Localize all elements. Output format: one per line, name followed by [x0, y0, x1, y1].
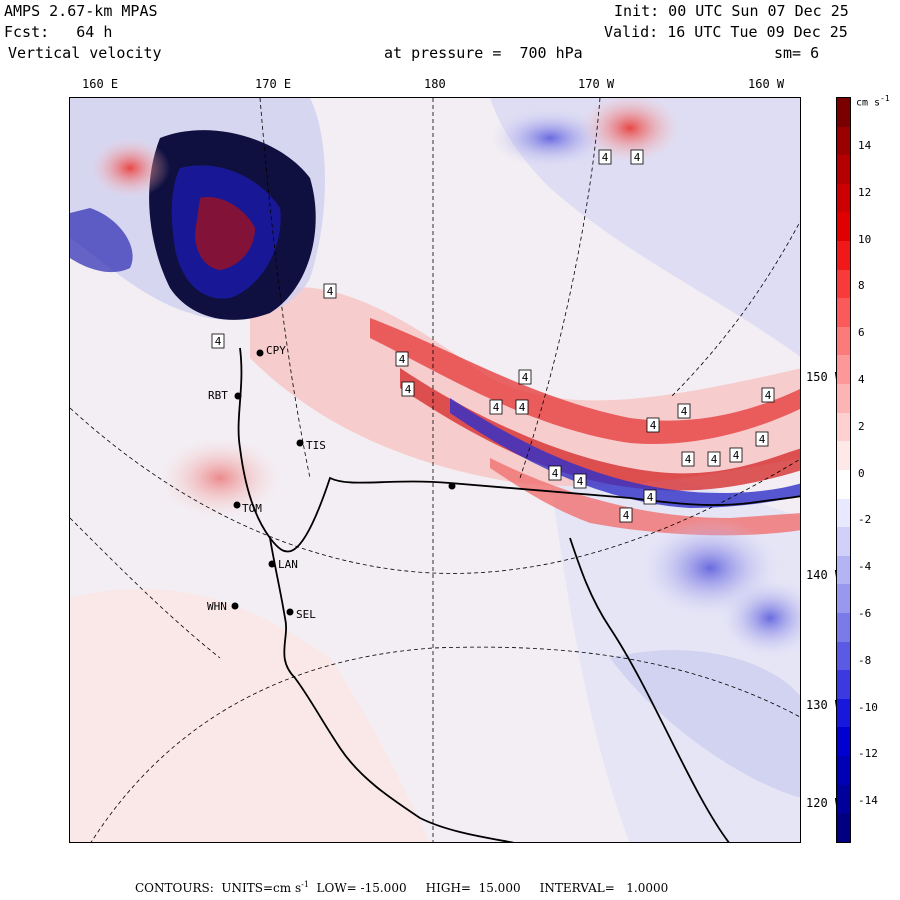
- colorbar-segment: [837, 555, 850, 585]
- colorbar-tick-label: -4: [858, 560, 872, 574]
- colorbar-tick-label: -2: [858, 513, 872, 527]
- colorbar-tick-label: -10: [858, 700, 878, 714]
- colorbar-segment: [837, 98, 850, 127]
- vertical-velocity-map: CPY RBT TIS TOM LAN WHN SEL 4 4: [69, 97, 801, 843]
- colorbar-segment: [837, 412, 850, 442]
- station-sel: SEL: [296, 608, 316, 621]
- station-tis: TIS: [306, 439, 326, 452]
- svg-text:4: 4: [519, 401, 526, 414]
- station-tom: TOM: [242, 502, 262, 515]
- colorbar-segment: [837, 355, 850, 385]
- contour-info: CONTOURS: UNITS=cm s-1 LOW= -15.000 HIGH…: [135, 880, 668, 895]
- station-rbt: RBT: [208, 389, 228, 402]
- svg-text:4: 4: [733, 449, 740, 462]
- colorbar-tick-label: -6: [858, 607, 872, 620]
- svg-text:4: 4: [623, 509, 630, 522]
- svg-text:4: 4: [577, 475, 584, 488]
- colorbar-segment: [837, 784, 850, 814]
- svg-text:4: 4: [493, 401, 500, 414]
- colorbar-tick-label: 14: [858, 139, 872, 152]
- colorbar-segment: [837, 326, 850, 356]
- svg-text:4: 4: [522, 371, 529, 384]
- lon-label-160e: 160 E: [82, 77, 119, 91]
- field-name: Vertical velocity: [8, 44, 162, 62]
- contour-info-superscript: -1: [301, 880, 309, 889]
- svg-text:4: 4: [685, 453, 692, 466]
- svg-text:4: 4: [681, 405, 688, 418]
- colorbar-tick-label: 4: [858, 373, 865, 386]
- colorbar-tick-label: -12: [858, 747, 878, 761]
- colorbar-tick-label: 12: [858, 185, 872, 199]
- init-time: Init: 00 UTC Sun 07 Dec 25: [614, 2, 849, 20]
- colorbar-segment: [837, 498, 850, 528]
- svg-text:4: 4: [215, 335, 222, 348]
- station-whn: WHN: [207, 600, 227, 613]
- model-title: AMPS 2.67-km MPAS: [4, 2, 158, 20]
- lon-label-180: 180: [424, 77, 446, 91]
- colorbar-segment: [837, 727, 850, 757]
- colorbar-segment: [837, 584, 850, 613]
- station-cpy: CPY: [266, 344, 286, 357]
- svg-text:4: 4: [647, 491, 654, 504]
- station-lan: LAN: [278, 558, 298, 571]
- colorbar-segment: [837, 527, 850, 556]
- colorbar-units: cm s-1: [856, 94, 890, 109]
- svg-text:4: 4: [765, 389, 772, 402]
- forecast-hour: Fcst: 64 h: [4, 23, 113, 41]
- colorbar-segment: [837, 469, 850, 499]
- colorbar-segment: [837, 698, 850, 728]
- colorbar-tick-label: 8: [858, 279, 865, 293]
- svg-text:4: 4: [405, 383, 412, 396]
- valid-time: Valid: 16 UTC Tue 09 Dec 25: [604, 23, 848, 41]
- contour-info-prefix: CONTOURS: UNITS=cm s: [135, 881, 302, 895]
- smoothing: sm= 6: [774, 44, 820, 62]
- colorbar-segment: [837, 126, 850, 156]
- lon-label-160w: 160 W: [748, 77, 785, 91]
- colorbar-segment: [837, 813, 850, 842]
- colorbar-tick-label: 2: [858, 419, 865, 433]
- colorbar-segment: [837, 241, 850, 270]
- colorbar-tick-label: 6: [858, 326, 865, 340]
- svg-text:4: 4: [399, 353, 406, 366]
- lon-label-170e: 170 E: [255, 77, 292, 91]
- contour-info-rest: LOW= -15.000 HIGH= 15.000 INTERVAL= 1.00…: [308, 881, 669, 895]
- colorbar-segment: [837, 155, 850, 184]
- colorbar-segment: [837, 384, 850, 413]
- colorbar-segment: [837, 612, 850, 642]
- colorbar-segment: [837, 212, 850, 242]
- colorbar-tick-label: -14: [858, 794, 878, 808]
- colorbar-segment: [837, 641, 850, 671]
- svg-text:4: 4: [711, 453, 718, 466]
- colorbar-segment: [837, 441, 850, 470]
- svg-text:4: 4: [759, 433, 766, 446]
- colorbar-tick-label: -8: [858, 653, 872, 667]
- colorbar-segment: [837, 183, 850, 213]
- lon-label-170w: 170 W: [578, 77, 615, 91]
- colorbar-segment: [837, 670, 850, 699]
- colorbar-segment: [837, 298, 850, 327]
- colorbar-tick-label: 0: [858, 466, 865, 480]
- colorbar-segment: [837, 269, 850, 299]
- svg-text:4: 4: [602, 151, 609, 164]
- svg-text:4: 4: [650, 419, 657, 432]
- svg-text:4: 4: [634, 151, 641, 164]
- colorbar-segment: [837, 756, 850, 785]
- colorbar-tick-label: 10: [858, 232, 872, 246]
- pressure-level: at pressure = 700 hPa: [384, 44, 583, 62]
- colorbar: [836, 97, 851, 843]
- svg-text:4: 4: [327, 285, 334, 298]
- svg-text:4: 4: [552, 467, 559, 480]
